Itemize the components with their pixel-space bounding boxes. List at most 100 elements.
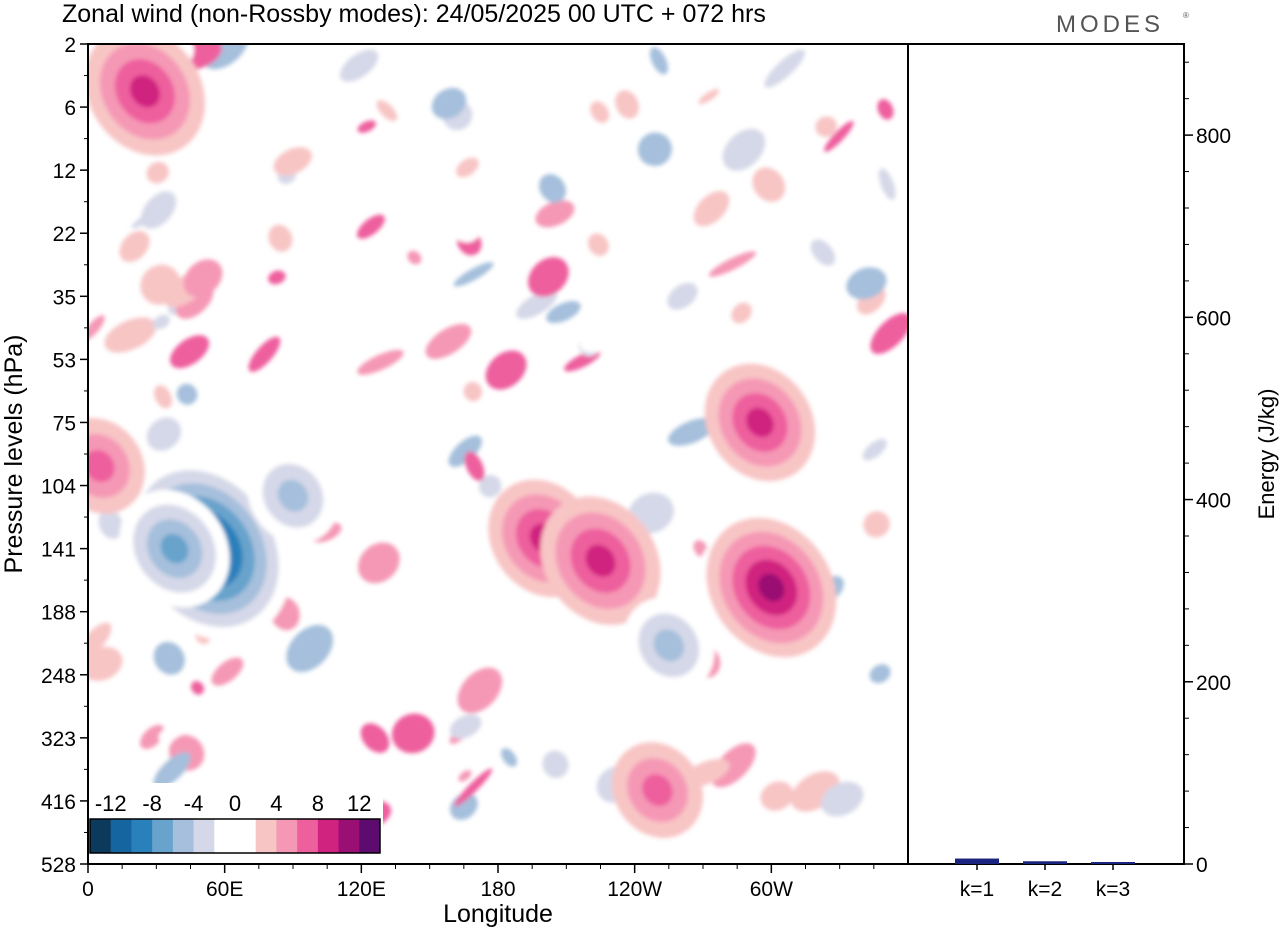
field-patch — [501, 748, 518, 767]
field-patch — [146, 161, 169, 184]
field-patch — [546, 301, 581, 324]
chart-title: Zonal wind (non-Rossby modes): 24/05/202… — [62, 0, 766, 28]
energy-tick-label: 800 — [1196, 125, 1231, 148]
field-patch — [764, 49, 806, 88]
field-patch — [824, 120, 854, 152]
x-tick-label: 60E — [206, 878, 243, 901]
field-patch — [357, 120, 376, 133]
field-patch — [300, 306, 329, 338]
field-contour — [653, 629, 685, 662]
field-patch — [478, 474, 502, 498]
field-patch — [176, 383, 198, 405]
field-patch — [183, 259, 223, 298]
y-tick-label: 323 — [41, 728, 76, 751]
field-patch — [152, 314, 170, 330]
field-patch — [286, 624, 334, 673]
field-contour — [746, 407, 774, 438]
field-patch — [851, 44, 883, 61]
field-contour — [585, 544, 616, 577]
colorbar-swatch — [152, 819, 174, 853]
longitude-axis: 0 60E 120E 180 120W 60W — [82, 864, 875, 901]
field-patch — [431, 87, 467, 120]
field-patch — [268, 224, 293, 252]
colorbar-swatch — [359, 819, 381, 853]
field-patch — [637, 132, 672, 167]
field-patch — [711, 743, 756, 788]
field-patch — [457, 593, 499, 639]
field-patch — [153, 752, 191, 789]
field-patch — [693, 190, 730, 227]
field-patch — [862, 438, 887, 461]
energy-tick-label: 200 — [1196, 672, 1231, 695]
field-patch — [810, 239, 836, 266]
field-patch — [170, 335, 210, 369]
modes-logo: MODES — [1056, 11, 1164, 38]
field-contour — [642, 774, 673, 807]
field-patch — [698, 89, 720, 105]
field-patch — [528, 257, 569, 297]
field-patch — [454, 768, 493, 807]
field-patch — [590, 101, 610, 123]
y-tick-label: 35 — [53, 286, 76, 309]
field-contour — [277, 479, 309, 512]
zonal-wind-field — [88, 44, 908, 864]
colorbar-tick-label: -8 — [142, 791, 162, 816]
field-patch — [535, 200, 575, 228]
y-tick-label: 141 — [41, 539, 76, 562]
field-patch — [870, 313, 908, 355]
field-patch — [376, 100, 398, 122]
field-patch — [587, 233, 609, 256]
field-patch — [731, 302, 752, 324]
colorbar-tick-label: 0 — [229, 791, 241, 816]
y-tick-label: 53 — [53, 349, 76, 372]
colorbar-frame — [89, 818, 381, 854]
energy-category-label: k=3 — [1096, 878, 1130, 901]
y-tick-label: 104 — [41, 476, 76, 499]
field-patch — [456, 157, 479, 178]
field-patch — [579, 319, 631, 353]
field-patch — [606, 718, 653, 741]
field-patch — [407, 250, 422, 265]
colorbar-swatch — [276, 819, 298, 853]
field-patch — [88, 622, 112, 658]
field-patch — [158, 723, 184, 743]
field-patch — [846, 267, 887, 300]
energy-bar — [1091, 862, 1135, 864]
energy-axis: 0 200 400 600 800 — [1184, 61, 1231, 877]
field-patch — [356, 214, 385, 239]
y-tick-label: 188 — [41, 602, 76, 625]
field-patch — [445, 375, 470, 406]
field-patch — [649, 47, 669, 75]
field-patch — [820, 781, 864, 817]
colorbar-tick-label: 12 — [347, 791, 371, 816]
energy-tick-label: 400 — [1196, 490, 1231, 513]
field-patch — [449, 714, 482, 739]
field-patch — [458, 770, 472, 782]
field-patch — [539, 174, 567, 203]
field-patch — [667, 282, 698, 310]
field-patch — [463, 381, 483, 402]
field-patch — [146, 417, 182, 451]
field-patch — [360, 723, 390, 753]
x-tick-label: 0 — [82, 878, 94, 901]
x-tick-label: 120E — [337, 878, 386, 901]
y-tick-label: 416 — [41, 791, 76, 814]
colorbar-tick-label: 8 — [312, 791, 324, 816]
field-contour — [758, 573, 785, 602]
field-patch — [870, 734, 894, 763]
y-tick-label: 6 — [64, 97, 76, 120]
y-tick-label: 22 — [53, 223, 76, 246]
field-patch — [516, 290, 557, 319]
y-tick-label: 248 — [41, 665, 76, 688]
colorbar: -12 -8 -4 0 4 8 12 — [89, 783, 383, 863]
field-patch — [357, 349, 404, 375]
field-patch — [248, 336, 281, 372]
colorbar-swatch — [131, 819, 153, 853]
field-patch — [705, 314, 723, 328]
field-patch — [485, 350, 527, 390]
colorbar-swatch — [317, 819, 340, 853]
field-patch — [478, 75, 508, 95]
field-patch — [447, 208, 481, 243]
colorbar-tick-label: 4 — [270, 791, 282, 816]
